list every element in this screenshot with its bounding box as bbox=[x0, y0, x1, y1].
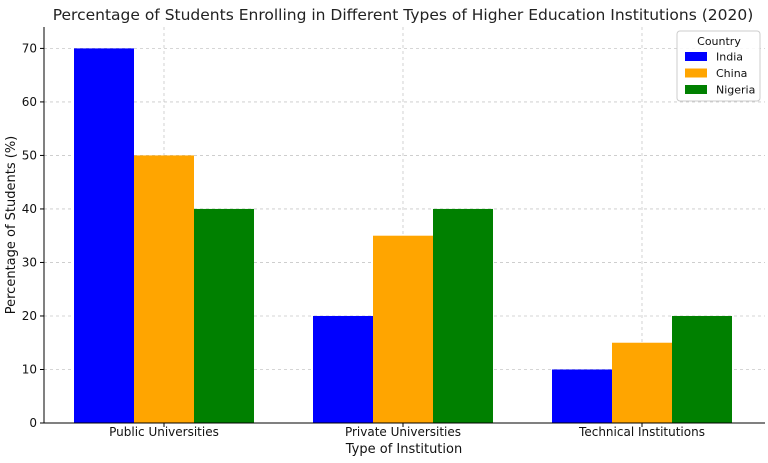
bar-nigeria-1 bbox=[433, 208, 493, 423]
bar-india-2 bbox=[552, 369, 612, 423]
legend-swatch bbox=[685, 68, 707, 78]
bar-china-0 bbox=[134, 155, 194, 423]
chart-title: Percentage of Students Enrolling in Diff… bbox=[53, 6, 754, 24]
legend-label: Nigeria bbox=[716, 84, 755, 97]
x-ticks: Public Universities Private Universities T… bbox=[109, 423, 705, 439]
bar-india-0 bbox=[74, 48, 134, 424]
legend-swatch bbox=[685, 52, 707, 61]
legend-label: China bbox=[716, 67, 747, 80]
bar-india-1 bbox=[313, 315, 373, 423]
y-tick-label: 70 bbox=[22, 41, 37, 55]
legend-swatch bbox=[685, 85, 707, 94]
y-tick-label: 40 bbox=[22, 202, 37, 216]
legend: Country India China Nigeria bbox=[676, 30, 761, 102]
x-tick-label: Public Universities bbox=[109, 425, 219, 439]
y-ticks: 0 10 20 30 40 50 60 70 bbox=[22, 41, 44, 430]
bars bbox=[74, 48, 732, 424]
legend-box bbox=[676, 30, 761, 102]
y-tick-label: 30 bbox=[22, 255, 37, 269]
bar-nigeria-0 bbox=[194, 208, 254, 423]
bar-china-1 bbox=[373, 235, 433, 423]
legend-title: Country bbox=[697, 35, 741, 48]
legend-label: India bbox=[716, 51, 743, 64]
bar-china-2 bbox=[612, 342, 672, 423]
y-tick-label: 10 bbox=[22, 362, 37, 376]
bar-nigeria-2 bbox=[672, 315, 732, 423]
y-tick-label: 0 bbox=[29, 416, 37, 430]
legend-items: India China Nigeria bbox=[685, 51, 755, 97]
y-tick-label: 20 bbox=[22, 309, 37, 323]
x-axis-label: Type of Institution bbox=[345, 442, 462, 457]
x-tick-label: Private Universities bbox=[345, 425, 461, 439]
y-axis-label: Percentage of Students (%) bbox=[4, 136, 19, 315]
y-tick-label: 50 bbox=[22, 148, 37, 162]
y-tick-label: 60 bbox=[22, 95, 37, 109]
x-tick-label: Technical Institutions bbox=[578, 425, 705, 439]
